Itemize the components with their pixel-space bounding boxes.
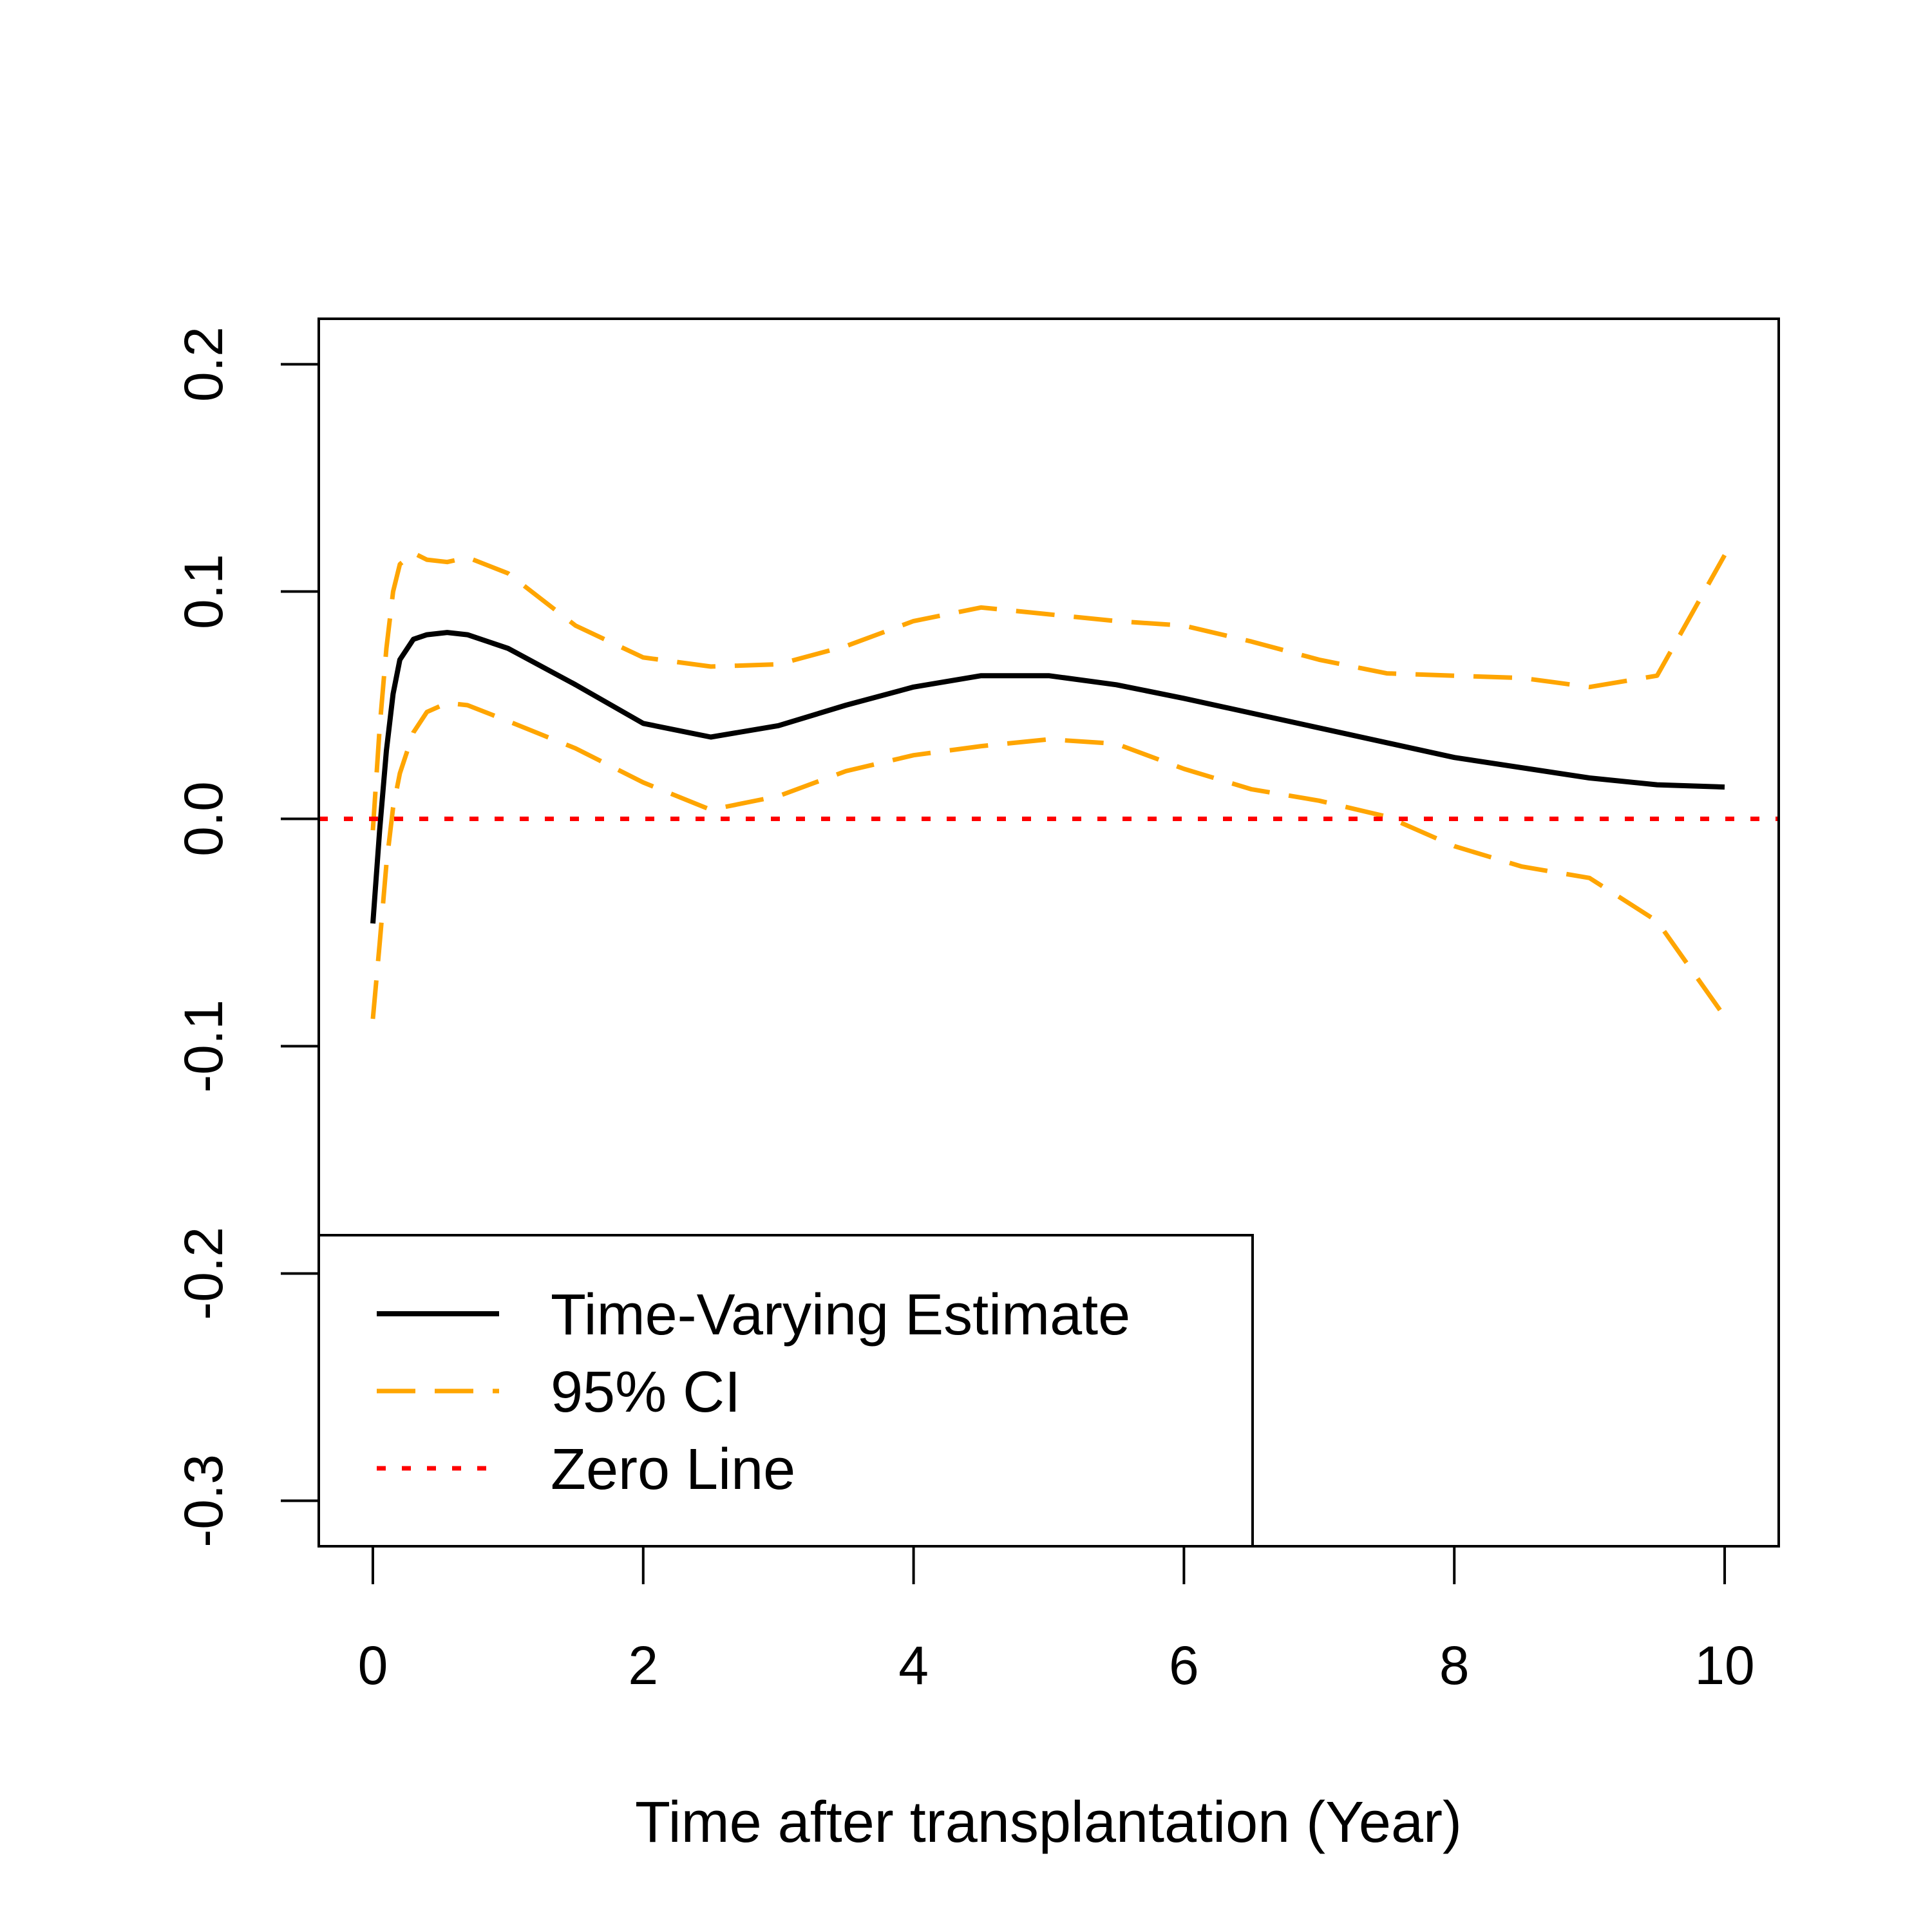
series-line-95-ci	[370, 551, 1727, 831]
legend: Time-Varying Estimate 95% CI Zero Line	[317, 1234, 1254, 1548]
legend-label-1: Time-Varying Estimate	[551, 1283, 1130, 1347]
legend-box	[317, 1234, 1254, 1548]
x-tick-label: 10	[1694, 1635, 1754, 1696]
x-tick-label: 6	[1169, 1635, 1199, 1696]
y-tick-label: 0.1	[173, 554, 234, 629]
y-axis: -0.3 -0.2 -0.1 0.0 0.1 0.2	[173, 327, 320, 1548]
series-line-time-varying-estimate	[370, 630, 1725, 924]
legend-label-2: 95% CI	[551, 1360, 741, 1425]
y-tick-label: -0.3	[173, 1454, 234, 1548]
legend-label-3: Zero Line	[551, 1437, 795, 1502]
x-tick-label: 8	[1439, 1635, 1470, 1696]
series-line-95-ci-lower	[370, 701, 1727, 1019]
x-tick-label: 0	[358, 1635, 388, 1696]
y-tick-label: -0.2	[173, 1227, 234, 1320]
x-axis-title: Time after transplantation (Year)	[635, 1790, 1462, 1855]
x-tick-label: 2	[628, 1635, 658, 1696]
y-tick-label: 0.2	[173, 327, 234, 402]
x-axis: 0 2 4 6 8 10	[358, 1545, 1755, 1696]
series-layer	[319, 551, 1779, 1019]
y-tick-label: 0.0	[173, 781, 234, 857]
y-tick-label: -0.1	[173, 999, 234, 1093]
x-tick-label: 4	[898, 1635, 929, 1696]
